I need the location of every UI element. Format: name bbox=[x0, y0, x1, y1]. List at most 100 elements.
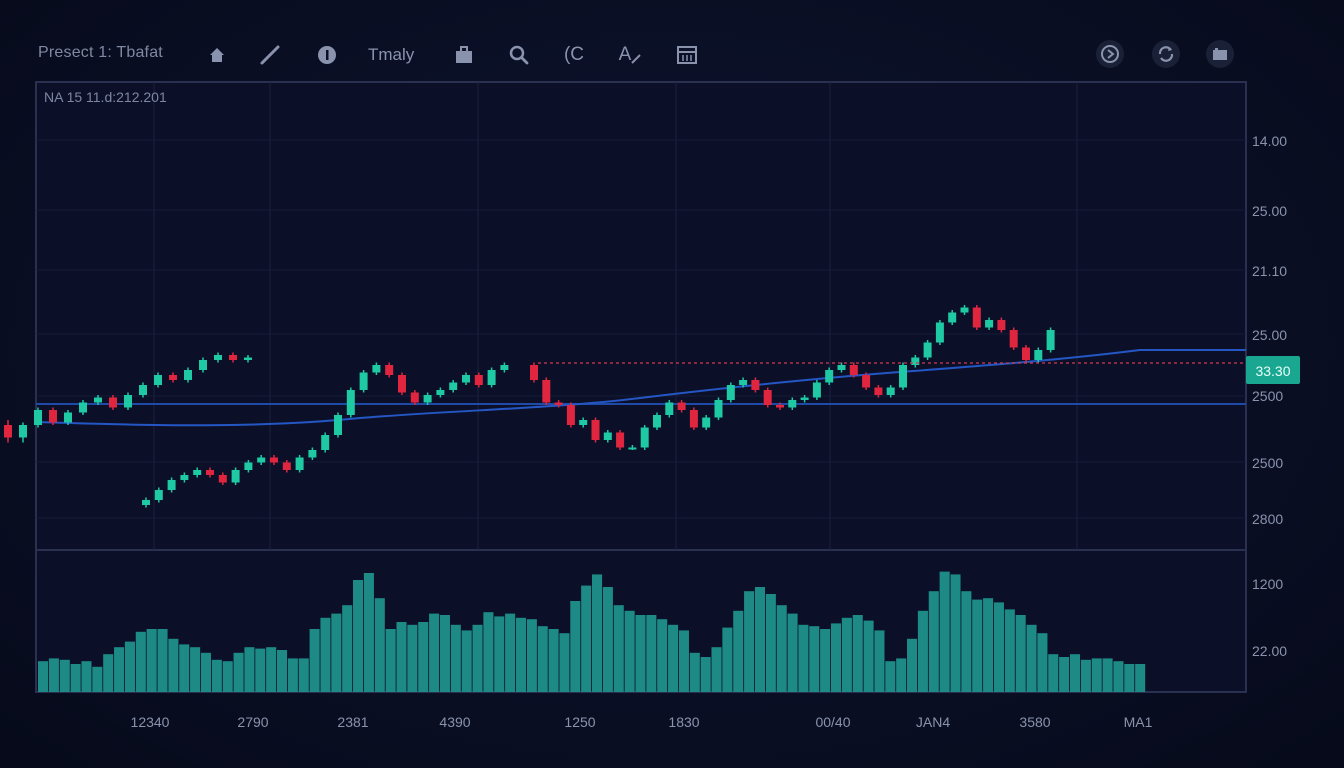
candle-body bbox=[229, 355, 237, 360]
draw-line-button[interactable] bbox=[256, 40, 284, 70]
candle bbox=[474, 372, 483, 388]
candle-body bbox=[167, 480, 176, 490]
candle-body bbox=[923, 342, 932, 358]
volume-bar bbox=[820, 629, 831, 692]
volume-bar bbox=[646, 615, 657, 692]
candle bbox=[64, 410, 72, 425]
volume-bar bbox=[787, 613, 798, 692]
candle-body bbox=[689, 410, 698, 428]
candle-body bbox=[985, 320, 994, 328]
candle-body bbox=[739, 380, 748, 385]
candle-body bbox=[1009, 330, 1018, 348]
candle-body bbox=[886, 387, 895, 395]
volume-bar bbox=[146, 629, 157, 692]
candle bbox=[886, 385, 895, 398]
candle bbox=[139, 382, 147, 398]
candle bbox=[270, 455, 278, 465]
candle-body bbox=[257, 457, 266, 463]
candle-body bbox=[398, 375, 406, 393]
volume-bar bbox=[266, 647, 277, 692]
volume-bar bbox=[907, 638, 918, 692]
candlestick-series bbox=[4, 305, 1055, 508]
compare-button[interactable]: (C bbox=[560, 40, 588, 70]
volume-tick-label: 22.00 bbox=[1252, 643, 1287, 659]
candle bbox=[849, 362, 858, 378]
volume-bar bbox=[135, 631, 146, 692]
candle-body bbox=[837, 365, 846, 370]
volume-bar bbox=[754, 587, 766, 692]
volume-bar bbox=[744, 591, 755, 692]
pencil-icon bbox=[260, 45, 280, 65]
candle-body bbox=[4, 425, 12, 438]
time-tick-label: 00/40 bbox=[815, 714, 850, 730]
candle-body bbox=[180, 475, 189, 480]
candle bbox=[788, 397, 797, 410]
candle bbox=[385, 362, 394, 378]
volume-bar bbox=[961, 591, 972, 692]
timeframe-button[interactable]: Tmaly bbox=[368, 40, 414, 70]
candle-body bbox=[244, 357, 252, 360]
candle-body bbox=[640, 427, 649, 448]
candle bbox=[206, 467, 214, 478]
candle bbox=[972, 305, 981, 330]
volume-bar bbox=[613, 605, 624, 692]
volume-bar bbox=[983, 598, 994, 692]
candle-body bbox=[972, 307, 981, 328]
text-tool-button[interactable]: A bbox=[616, 40, 644, 70]
volume-bar bbox=[70, 664, 81, 692]
moving-average-lines bbox=[35, 349, 1246, 427]
candle bbox=[591, 417, 600, 443]
portfolio-button[interactable] bbox=[450, 40, 478, 70]
home-icon bbox=[210, 48, 224, 62]
candle bbox=[154, 487, 163, 503]
candle bbox=[542, 377, 551, 405]
volume-bar bbox=[602, 587, 613, 692]
volume-bar bbox=[809, 626, 820, 692]
candle bbox=[689, 407, 698, 430]
volume-bar bbox=[114, 647, 125, 692]
candle bbox=[1022, 345, 1030, 363]
candle bbox=[825, 367, 834, 385]
volume-bar bbox=[733, 610, 744, 692]
candle bbox=[948, 310, 957, 325]
volume-bar bbox=[342, 605, 353, 692]
candle bbox=[812, 380, 821, 400]
calendar-button[interactable] bbox=[673, 40, 701, 70]
candle-body bbox=[49, 410, 57, 423]
candle-body bbox=[218, 475, 227, 483]
candle bbox=[257, 455, 266, 465]
volume-bar bbox=[896, 658, 907, 692]
volume-bar bbox=[515, 617, 527, 692]
layout-button[interactable] bbox=[1206, 40, 1234, 68]
candle bbox=[321, 432, 330, 453]
candle bbox=[398, 372, 406, 395]
search-button[interactable] bbox=[505, 40, 533, 70]
volume-bar bbox=[548, 629, 559, 692]
play-button[interactable] bbox=[1096, 40, 1124, 68]
grid-lines bbox=[36, 82, 1246, 550]
candle bbox=[677, 400, 686, 413]
compare-label: (C bbox=[563, 44, 585, 65]
price-axis: 14.00 25.00 21.10 25.00 2500 2500 2800 bbox=[1252, 133, 1287, 527]
volume-bar bbox=[1102, 658, 1113, 692]
candle bbox=[1046, 327, 1055, 353]
home-button[interactable] bbox=[203, 40, 231, 70]
candle-body bbox=[579, 420, 588, 425]
volume-bar bbox=[863, 620, 874, 692]
volume-bar bbox=[211, 659, 222, 692]
volume-bar bbox=[841, 617, 852, 692]
volume-bar bbox=[374, 598, 385, 692]
candle bbox=[94, 395, 102, 405]
candle-body bbox=[231, 470, 240, 483]
candle bbox=[837, 362, 846, 373]
volume-bar bbox=[928, 591, 939, 692]
price-pane[interactable] bbox=[35, 81, 1247, 551]
candle-body bbox=[812, 382, 821, 398]
volume-bar bbox=[1091, 658, 1102, 692]
indicators-button[interactable] bbox=[313, 40, 341, 70]
time-tick-label: 1830 bbox=[668, 714, 699, 730]
candle-body bbox=[34, 410, 42, 425]
candle bbox=[1034, 347, 1043, 363]
sync-button[interactable] bbox=[1152, 40, 1180, 68]
